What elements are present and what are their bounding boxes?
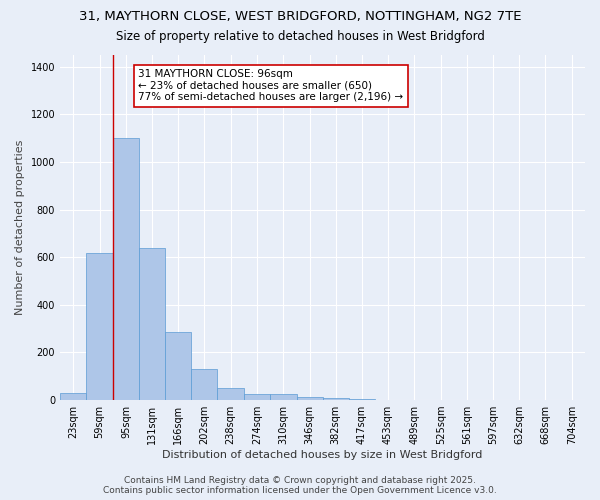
Bar — [270, 394, 296, 400]
Bar — [323, 398, 349, 400]
Y-axis label: Number of detached properties: Number of detached properties — [15, 140, 25, 315]
Text: Contains HM Land Registry data © Crown copyright and database right 2025.
Contai: Contains HM Land Registry data © Crown c… — [103, 476, 497, 495]
Bar — [60, 393, 86, 400]
Bar — [113, 138, 139, 400]
Bar — [86, 252, 113, 400]
Bar — [217, 388, 244, 400]
Text: 31 MAYTHORN CLOSE: 96sqm
← 23% of detached houses are smaller (650)
77% of semi-: 31 MAYTHORN CLOSE: 96sqm ← 23% of detach… — [139, 70, 404, 102]
Text: Size of property relative to detached houses in West Bridgford: Size of property relative to detached ho… — [116, 30, 484, 43]
X-axis label: Distribution of detached houses by size in West Bridgford: Distribution of detached houses by size … — [163, 450, 483, 460]
Bar — [139, 248, 165, 400]
Text: 31, MAYTHORN CLOSE, WEST BRIDGFORD, NOTTINGHAM, NG2 7TE: 31, MAYTHORN CLOSE, WEST BRIDGFORD, NOTT… — [79, 10, 521, 23]
Bar — [244, 394, 270, 400]
Bar — [191, 369, 217, 400]
Bar — [296, 396, 323, 400]
Bar — [165, 332, 191, 400]
